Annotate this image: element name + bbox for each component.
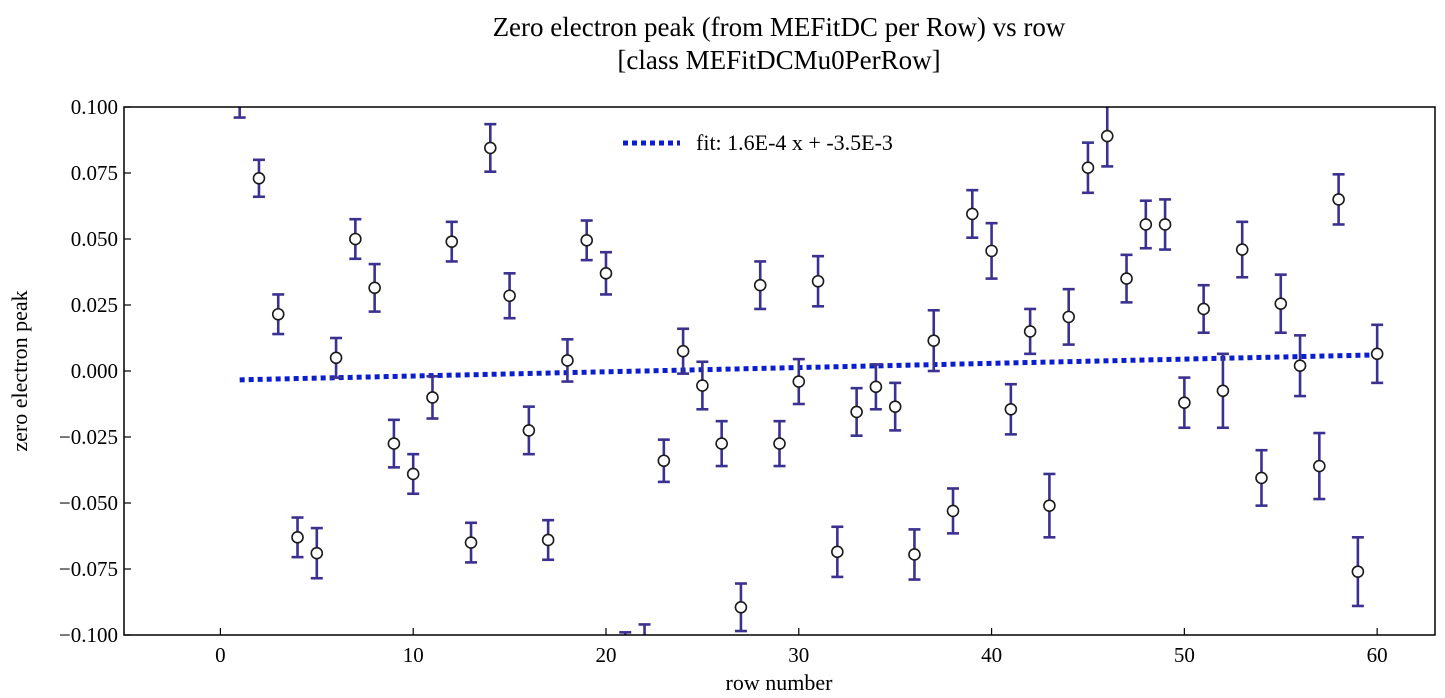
data-point bbox=[406, 467, 420, 481]
data-point bbox=[271, 307, 285, 321]
data-point bbox=[773, 437, 786, 450]
data-point bbox=[1351, 565, 1365, 578]
errorbar bbox=[233, 107, 246, 119]
x-axis-ticks: 0 10 20 30 40 50 60 bbox=[215, 628, 1388, 667]
data-point bbox=[1081, 161, 1095, 175]
data-point bbox=[1293, 359, 1307, 373]
data-point bbox=[1370, 347, 1384, 361]
data-point bbox=[1178, 396, 1191, 409]
data-point bbox=[1235, 243, 1249, 256]
data-point bbox=[1062, 310, 1075, 324]
y-tick-label: −0.075 bbox=[59, 557, 118, 581]
data-point bbox=[734, 600, 748, 614]
chart-title-line1: Zero electron peak (from MEFitDC per Row… bbox=[493, 12, 1066, 42]
errorbar bbox=[619, 631, 632, 635]
y-tick-label: 0.075 bbox=[71, 161, 118, 185]
data-point bbox=[464, 536, 478, 549]
data-point bbox=[696, 379, 709, 392]
x-axis-label: row number bbox=[726, 670, 834, 695]
data-point bbox=[1100, 129, 1114, 143]
data-point bbox=[252, 171, 266, 185]
legend-fit-label: fit: 1.6E-4 x + -3.5E-3 bbox=[696, 130, 893, 155]
data-point bbox=[850, 405, 863, 419]
data-point bbox=[811, 274, 825, 288]
data-point bbox=[1332, 193, 1345, 206]
legend: fit: 1.6E-4 x + -3.5E-3 bbox=[623, 130, 893, 155]
data-point bbox=[965, 207, 979, 221]
data-point bbox=[291, 531, 304, 544]
data-point bbox=[349, 232, 362, 246]
data-point bbox=[561, 354, 574, 367]
data-point bbox=[831, 545, 844, 559]
marker-layer bbox=[234, 88, 1384, 662]
y-tick-label: 0.100 bbox=[71, 95, 118, 119]
errorbar bbox=[638, 623, 651, 635]
data-point bbox=[1313, 459, 1326, 473]
data-point bbox=[387, 437, 401, 450]
data-point bbox=[599, 267, 613, 280]
data-point bbox=[753, 278, 767, 292]
y-tick-label: 0.000 bbox=[71, 359, 118, 383]
data-point bbox=[1158, 218, 1172, 231]
data-point bbox=[985, 244, 998, 258]
x-tick-label: 30 bbox=[788, 643, 809, 667]
data-point bbox=[1216, 384, 1230, 398]
fit-layer bbox=[239, 352, 1378, 383]
data-layer bbox=[233, 88, 1384, 662]
data-point bbox=[1255, 471, 1268, 485]
data-point bbox=[503, 289, 516, 303]
x-tick-label: 20 bbox=[595, 643, 616, 667]
x-tick-label: 50 bbox=[1174, 643, 1195, 667]
x-tick-label: 60 bbox=[1367, 643, 1388, 667]
data-point bbox=[484, 141, 497, 155]
data-point bbox=[1139, 218, 1153, 231]
data-point bbox=[888, 400, 902, 413]
x-tick-label: 0 bbox=[215, 643, 226, 667]
data-point bbox=[1197, 302, 1210, 316]
x-tick-label: 10 bbox=[403, 643, 424, 667]
chart-title-line2: [class MEFitDCMu0PerRow] bbox=[617, 45, 940, 75]
y-tick-label: −0.050 bbox=[59, 491, 118, 515]
data-point bbox=[310, 546, 324, 560]
x-tick-label: 40 bbox=[981, 643, 1002, 667]
data-point bbox=[927, 334, 941, 347]
data-point bbox=[869, 380, 883, 394]
data-point bbox=[426, 391, 439, 404]
data-point bbox=[329, 351, 343, 365]
y-tick-label: −0.100 bbox=[59, 623, 118, 647]
data-point bbox=[657, 454, 671, 468]
data-point bbox=[908, 548, 921, 561]
data-point bbox=[1274, 297, 1288, 310]
data-point bbox=[676, 344, 690, 358]
data-point bbox=[792, 375, 806, 388]
fit-line bbox=[239, 352, 1378, 383]
data-point bbox=[368, 281, 381, 295]
data-point bbox=[234, 88, 245, 99]
data-point bbox=[541, 533, 555, 547]
data-point bbox=[715, 437, 728, 450]
data-point bbox=[522, 424, 536, 437]
data-point bbox=[1043, 499, 1056, 512]
data-point bbox=[620, 651, 631, 662]
y-tick-label: 0.025 bbox=[71, 293, 118, 317]
data-point bbox=[1004, 402, 1018, 416]
y-tick-label: 0.050 bbox=[71, 227, 118, 251]
data-point bbox=[1120, 272, 1133, 285]
y-axis-ticks: −0.100 −0.075 −0.050 −0.025 0.000 0.025 0.050 0… bbox=[59, 95, 131, 647]
data-point bbox=[1023, 325, 1037, 338]
data-point bbox=[445, 235, 459, 248]
y-tick-label: −0.025 bbox=[59, 425, 118, 449]
y-axis-label: zero electron peak bbox=[7, 290, 32, 451]
data-point bbox=[580, 234, 594, 247]
data-point bbox=[946, 504, 960, 518]
data-point bbox=[639, 643, 650, 654]
